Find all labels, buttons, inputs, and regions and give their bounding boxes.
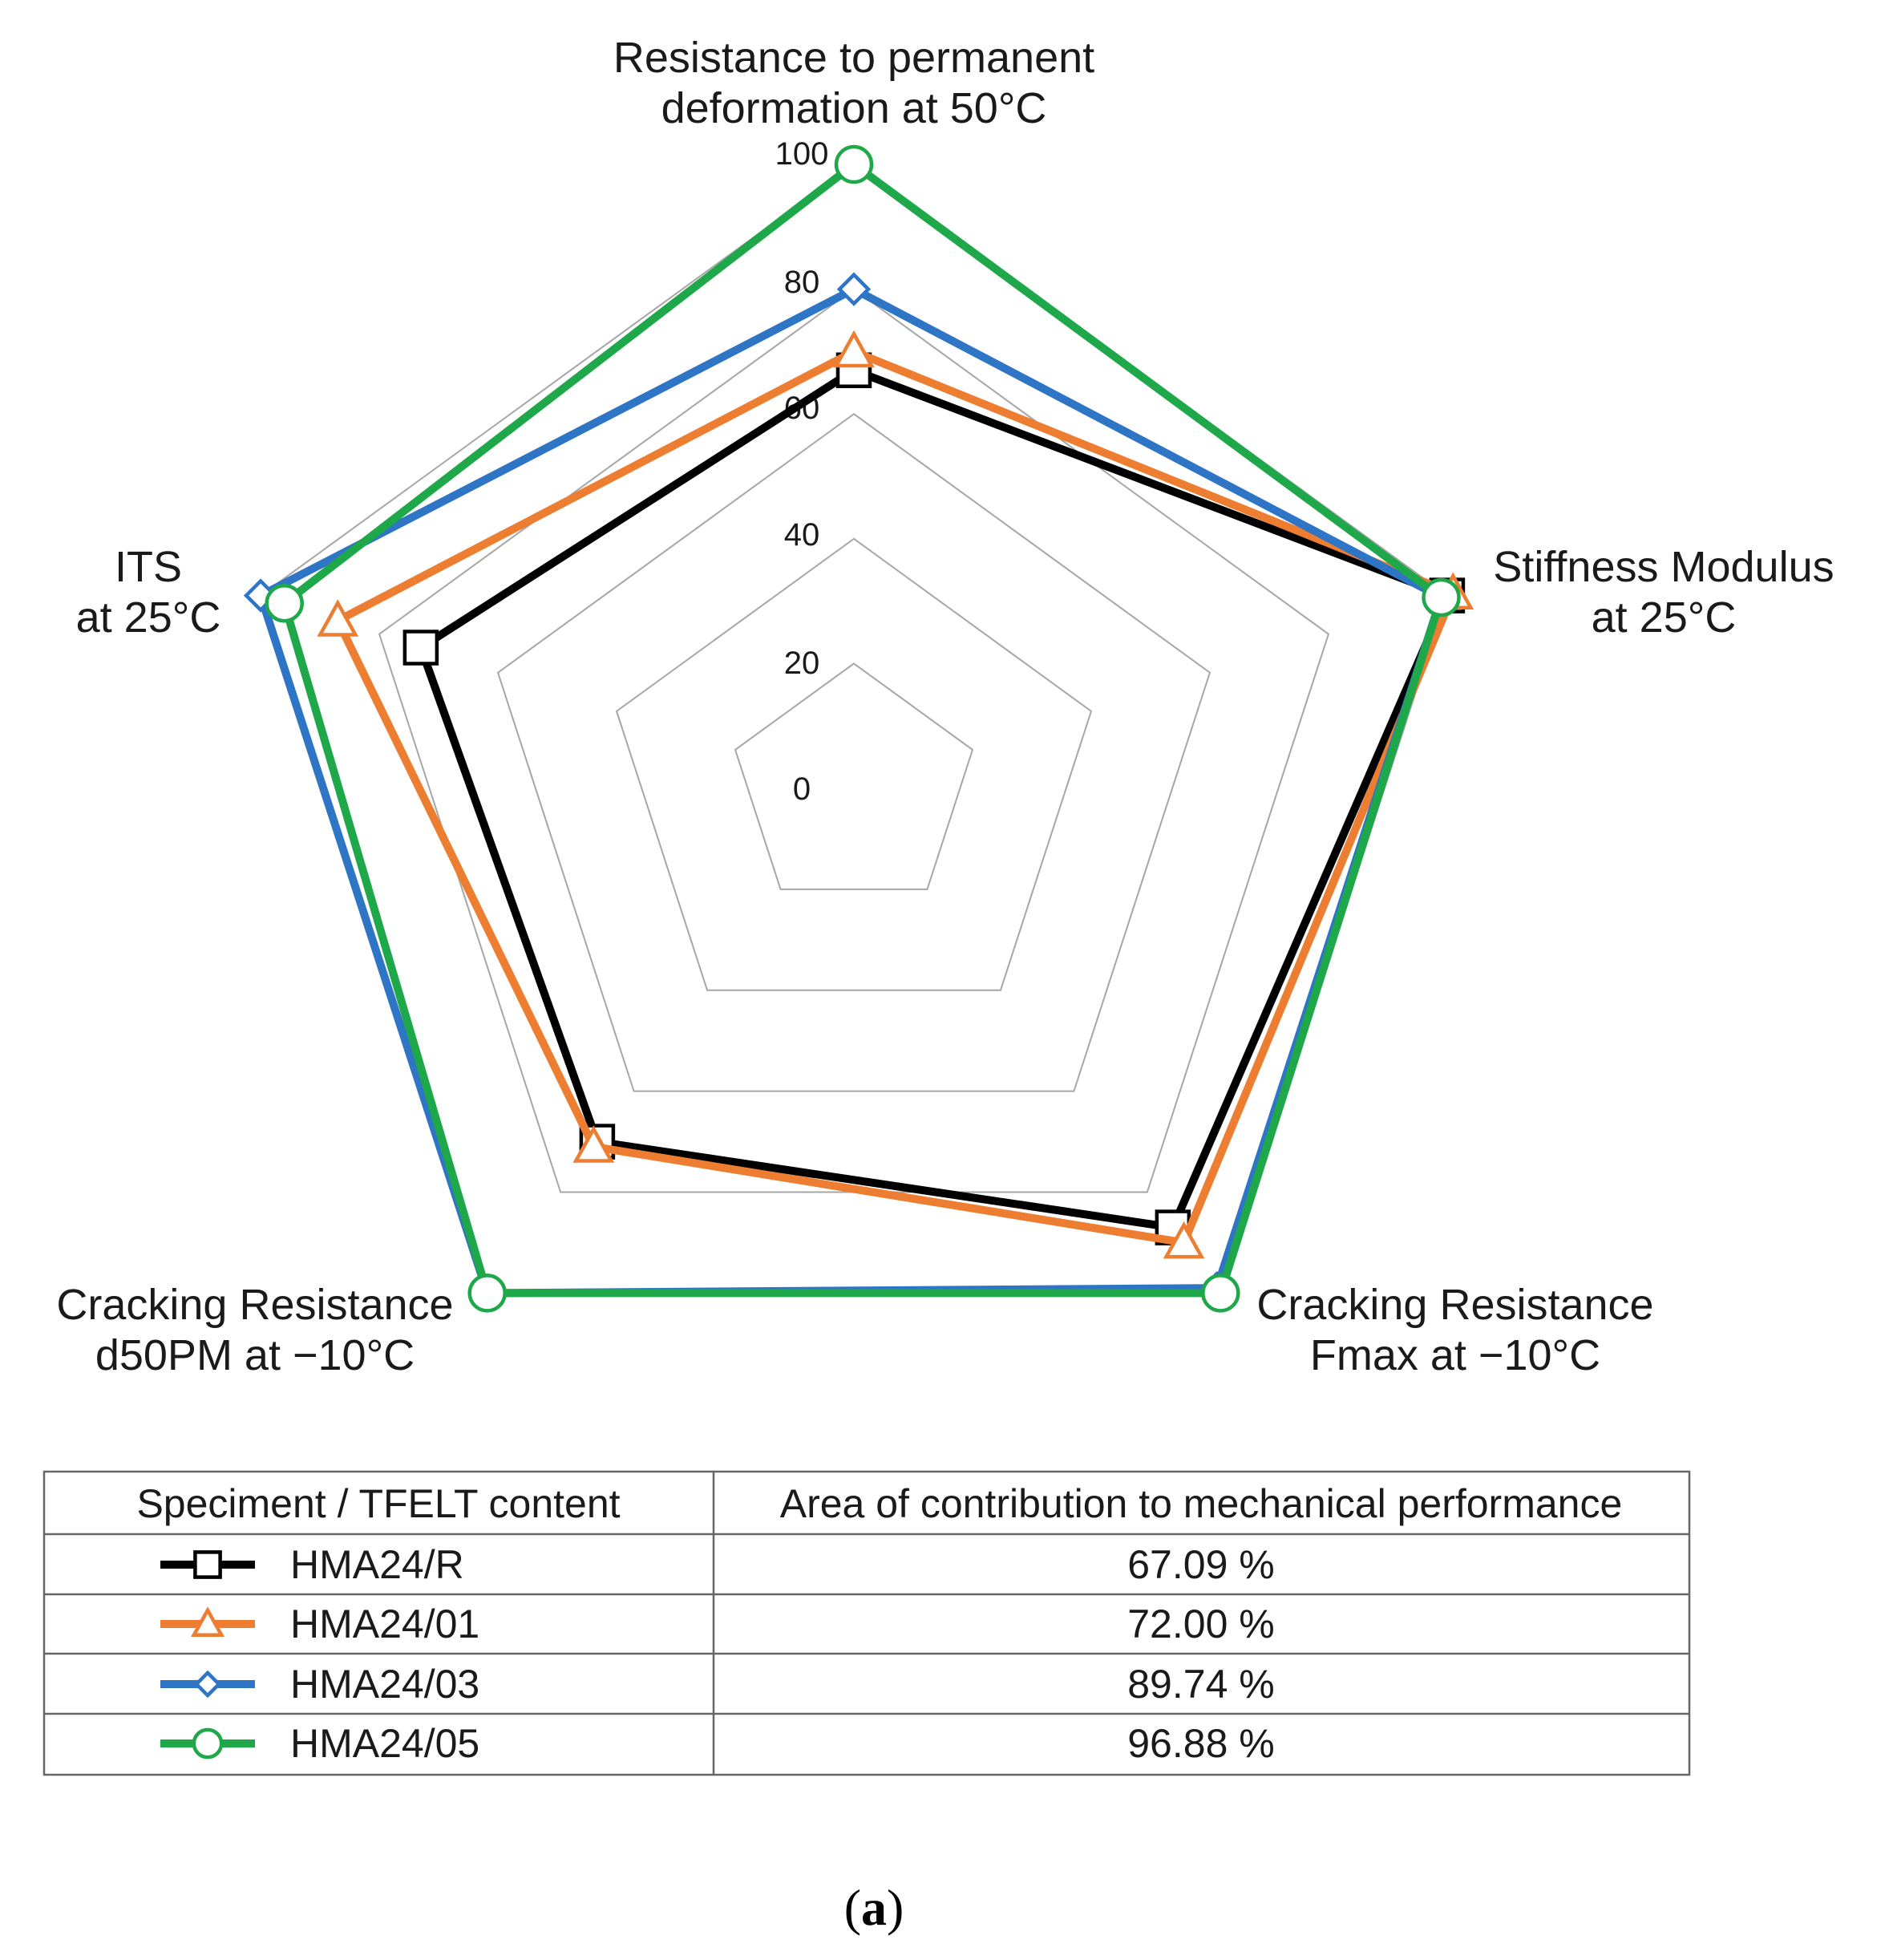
axis-label-line: d50PM at −10°C [95,1331,415,1379]
grid-ring [734,662,974,890]
summary-table: Speciment / TFELT content Area of contri… [42,1470,1691,1776]
radar-series [243,144,1474,1313]
data-point-marker [836,272,872,306]
figure-caption: (a) [844,1879,904,1936]
data-point-marker [191,1606,224,1637]
data-point-marker [192,1727,224,1760]
axis-label-line: Cracking Resistance [56,1281,453,1329]
area-value: 72.00 % [1127,1602,1274,1646]
radar-axis-labels: Resistance to permanent deformation at 50… [56,34,1834,1379]
area-value: 67.09 % [1127,1542,1274,1587]
caption-close-paren: ) [887,1879,904,1936]
axis-label: ITS at 25°C [76,543,221,642]
series-line [415,366,1453,1233]
table-header-area: Area of contribution to mechanical perfo… [780,1481,1623,1526]
grid-ring [496,412,1211,1092]
axis-label-line: Resistance to permanent [613,34,1094,82]
specimen-label: HMA24/05 [290,1721,479,1766]
radial-tick-label: 80 [784,265,820,300]
radial-tick-label: 40 [784,517,820,553]
table-rows: HMA24/R 67.09 % HMA24/01 72.00 % HMA24/03 89.… [160,1542,1275,1766]
table-row: HMA24/01 72.00 % [160,1602,1275,1646]
data-point-marker [402,630,439,666]
data-point-marker [834,144,874,184]
axis-label-line: Fmax at −10°C [1310,1331,1600,1379]
data-point-marker [265,583,304,623]
specimen-label: HMA24/R [290,1542,464,1587]
specimen-label: HMA24/03 [290,1662,479,1707]
table-row: HMA24/R 67.09 % [160,1542,1275,1587]
radial-tick-label: 0 [793,771,811,807]
specimen-label: HMA24/01 [290,1602,479,1646]
axis-label-line: ITS [115,543,182,591]
axis-label: Stiffness Modulus at 25°C [1493,543,1834,642]
axis-label-line: Stiffness Modulus [1493,543,1834,591]
axis-label: Resistance to permanent deformation at 50… [613,34,1094,132]
axis-label: Cracking Resistance d50PM at −10°C [56,1281,453,1379]
table-header-specimen: Speciment / TFELT content [136,1481,620,1526]
table-row: HMA24/03 89.74 % [160,1662,1275,1707]
data-point-marker [833,330,875,368]
area-value: 89.74 % [1127,1662,1274,1707]
data-point-marker [467,1274,507,1313]
grid-ring [615,537,1093,991]
radial-tick-label: 20 [784,646,820,681]
radial-tick-label: 100 [775,136,829,172]
table-row: HMA24/05 96.88 % [160,1721,1275,1766]
data-point-marker [193,1550,222,1579]
axis-label-line: Cracking Resistance [1256,1281,1653,1329]
data-point-marker [317,599,359,637]
series-HMA24/05 [265,144,1461,1313]
data-point-marker [572,1125,615,1163]
axis-label-line: at 25°C [1592,593,1737,642]
data-point-marker [1422,577,1461,618]
axis-label: Cracking Resistance Fmax at −10°C [1256,1281,1653,1379]
data-point-marker [193,1670,222,1699]
axis-label-line: deformation at 50°C [661,84,1047,132]
caption-letter: a [861,1879,887,1936]
table-border [42,1470,1691,1776]
series-HMA24/R [402,352,1466,1245]
series-HMA24/03 [243,272,1458,1310]
series-line [279,159,1446,1298]
area-value: 96.88 % [1127,1721,1274,1766]
caption-open-paren: ( [844,1879,861,1936]
axis-label-line: at 25°C [76,593,221,642]
data-point-marker [1163,1221,1205,1259]
data-point-marker [1201,1274,1240,1313]
